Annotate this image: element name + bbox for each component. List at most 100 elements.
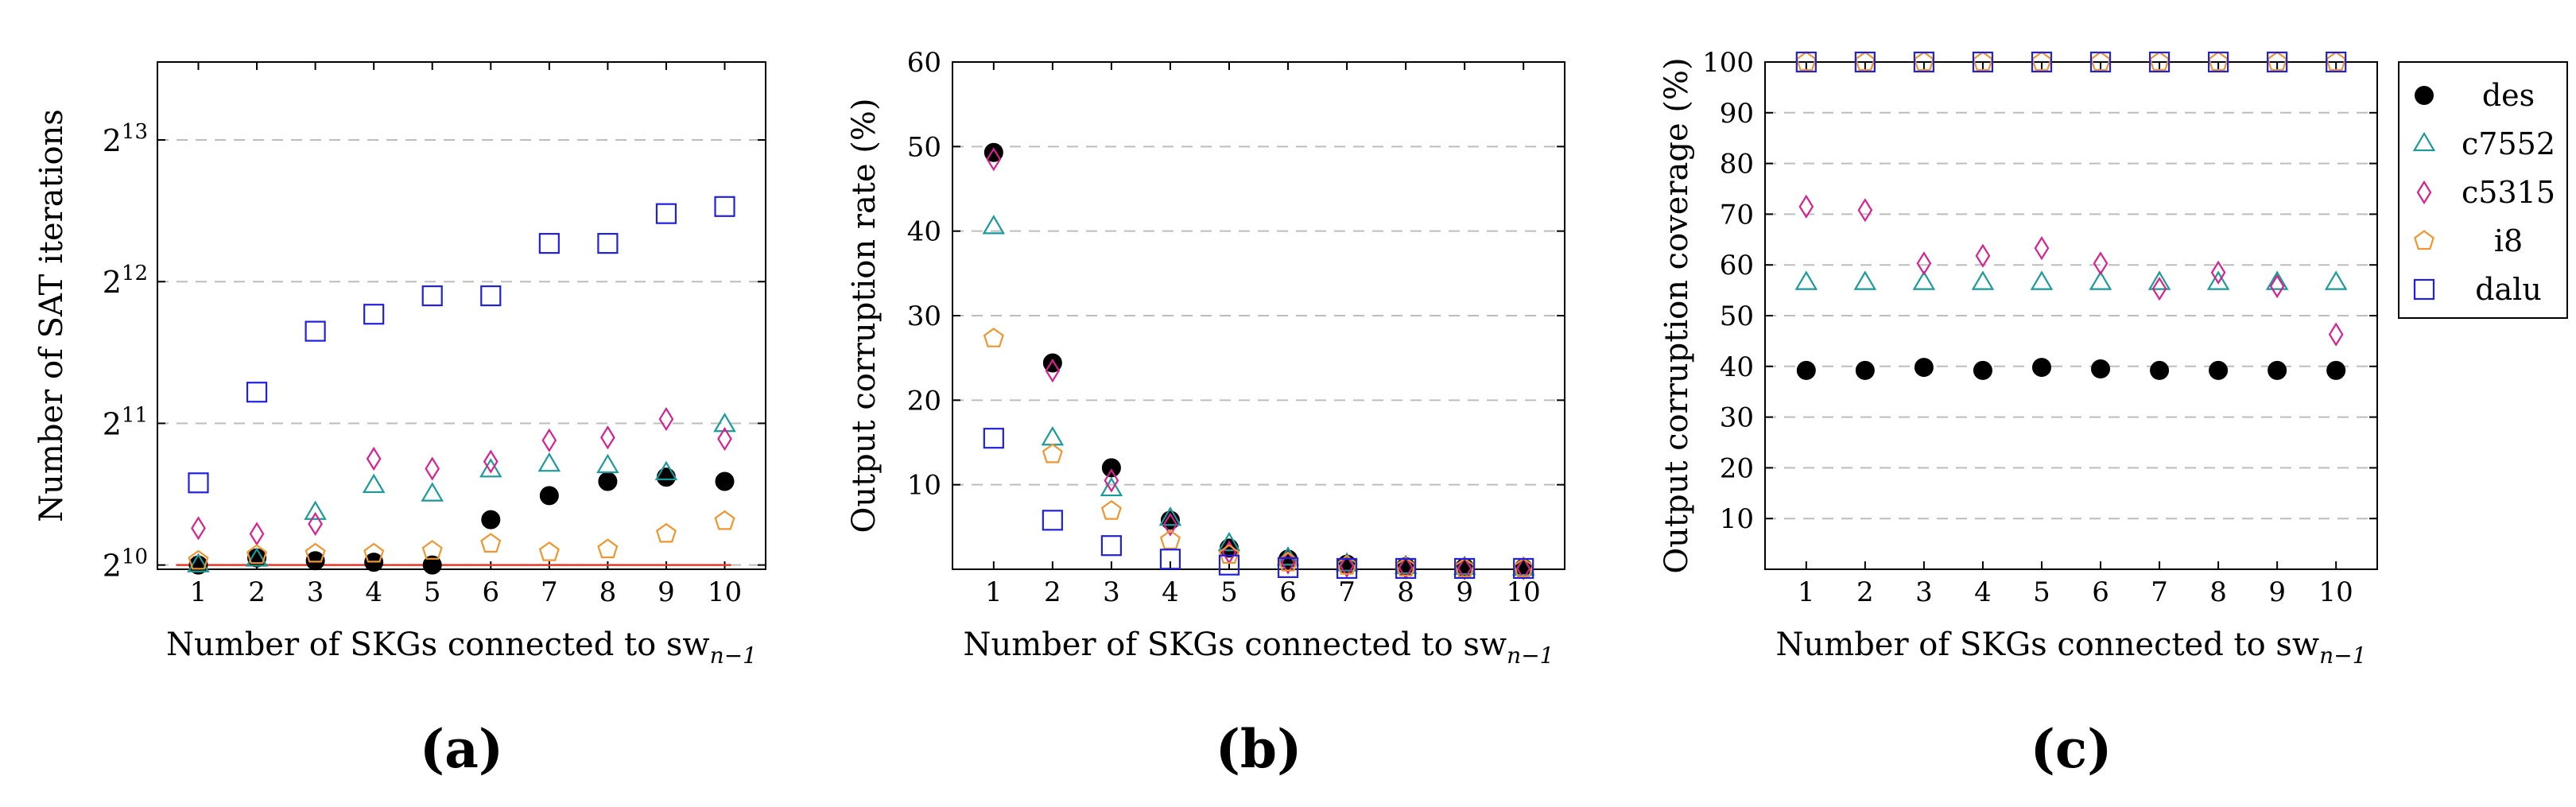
legend-label-dalu: dalu [2475,272,2542,307]
x-tick-label: 1 [1798,576,1815,608]
data-point-c5315 [658,407,674,432]
data-point-i8 [1972,51,1993,72]
data-point-des [2268,360,2287,380]
x-tick-label: 6 [1279,576,1297,608]
data-point-c5315 [1339,553,1355,578]
x-tick-label: 7 [541,576,558,608]
y-tick-label: 10 [907,470,941,502]
data-point-c5315 [308,511,323,537]
data-point-dalu [1854,51,1876,73]
plot-frame [157,61,766,570]
x-axis-label: Number of SKGs connected to swn−1 [964,627,1554,669]
data-point-i8 [1395,557,1417,577]
data-point-c7552 [187,553,210,572]
data-point-des [1914,358,1934,378]
y-tick-label: 70 [1720,199,1754,231]
x-tick-label: 4 [1974,576,1992,608]
x-tick-label: 4 [365,576,382,608]
y-tick-label: 10 [1720,503,1754,535]
data-point-dalu [1972,51,1994,73]
data-point-dalu [1336,557,1358,580]
panel-label: (a) [420,718,503,780]
data-point-dalu [1454,557,1476,580]
data-point-dalu [983,428,1004,449]
data-point-c5315 [425,456,440,481]
data-point-c5315 [191,516,206,541]
data-point-i8 [480,533,502,553]
data-point-dalu [1513,557,1534,580]
data-point-dalu [1277,557,1299,578]
data-point-dalu [1913,51,1935,73]
data-point-i8 [363,542,385,563]
data-point-dalu [714,196,735,217]
x-axis-label: Number of SKGs connected to swn−1 [166,627,757,669]
y-axis-label: Output corruption coverage (%) [1658,57,1695,573]
data-point-c5315 [1916,251,1932,276]
y-tick-label: 40 [907,216,941,248]
data-point-i8 [983,328,1004,347]
data-point-c5315 [541,428,557,452]
data-point-c5315 [2269,274,2285,299]
data-point-des [539,486,559,506]
legend-label-des: des [2482,78,2535,113]
data-point-des [2326,360,2346,380]
data-point-des [481,510,501,530]
y-tick-label: 50 [1720,301,1754,332]
legend-marker-c7552 [2412,131,2436,152]
x-tick-label: 8 [1397,576,1414,608]
data-point-i8 [1795,51,1817,72]
x-tick-label: 7 [2151,576,2168,608]
data-point-dalu [2148,51,2171,73]
data-point-des [598,471,618,491]
data-point-i8 [188,549,209,570]
data-point-dalu [1795,51,1817,73]
data-point-i8 [1159,530,1181,549]
x-tick-label: 10 [2319,576,2353,608]
data-point-dalu [2207,51,2229,73]
data-point-c5315 [1798,194,1814,219]
legend-marker-i8 [2414,230,2434,250]
data-point-c5315 [2093,251,2109,276]
legend: des c7552 c5315 i8 dalu [2398,61,2568,319]
data-point-dalu [363,304,385,325]
y-axis-label: Number of SAT iterations [33,109,70,522]
x-tick-label: 5 [2033,576,2050,608]
legend-label-i8: i8 [2494,223,2523,258]
x-tick-label: 4 [1162,576,1179,608]
y-tick-label: 80 [1720,149,1754,180]
x-tick-label: 6 [482,576,499,608]
data-point-dalu [305,320,326,342]
data-point-i8 [714,510,735,530]
data-point-i8 [421,540,443,560]
data-point-des [422,555,442,575]
data-point-c5315 [1975,243,1991,268]
data-point-des [1101,458,1121,478]
data-point-dalu [2326,51,2347,73]
data-point-c5315 [483,449,499,474]
data-point-c5315 [2328,322,2344,347]
data-point-i8 [538,541,560,561]
data-point-dalu [597,233,619,254]
data-point-des [2150,360,2170,380]
data-point-c5315 [1857,198,1873,223]
data-point-dalu [421,285,443,307]
data-point-c7552 [1041,426,1065,446]
data-point-i8 [2031,51,2052,72]
data-point-des [715,471,735,491]
chart-panel-c: 1 2 3 4 5 6 7 8 9 10 10 20 30 40 50 60 70 80 90 100 Number o… [1658,47,2378,780]
x-tick-label: 3 [1915,576,1933,608]
data-point-des [2209,360,2229,380]
x-tick-label: 10 [708,576,742,608]
data-point-des [1973,360,1992,380]
data-point-i8 [1513,557,1534,578]
data-point-des [1796,360,1816,380]
x-tick-label: 2 [1856,576,1874,608]
data-point-c7552 [537,452,561,472]
data-point-c7552 [304,500,327,520]
y-tick-label: 60 [907,47,941,79]
data-point-dalu [1159,549,1181,570]
x-tick-label: 7 [1338,576,1356,608]
data-point-dalu [1100,535,1123,557]
x-tick-label: 1 [985,576,1003,608]
data-point-des [1855,360,1875,380]
